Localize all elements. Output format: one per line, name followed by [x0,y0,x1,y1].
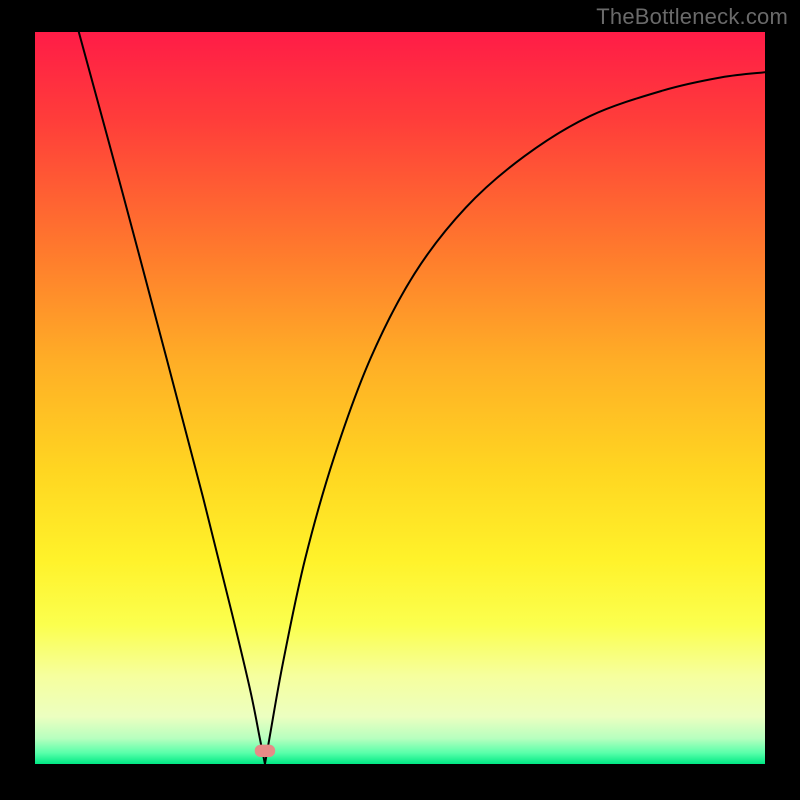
minimum-marker [255,745,275,757]
plot-area [35,32,765,764]
bottleneck-chart-svg [35,32,765,764]
chart-container: TheBottleneck.com [0,0,800,800]
gradient-background [35,32,765,764]
watermark-text: TheBottleneck.com [596,4,788,30]
